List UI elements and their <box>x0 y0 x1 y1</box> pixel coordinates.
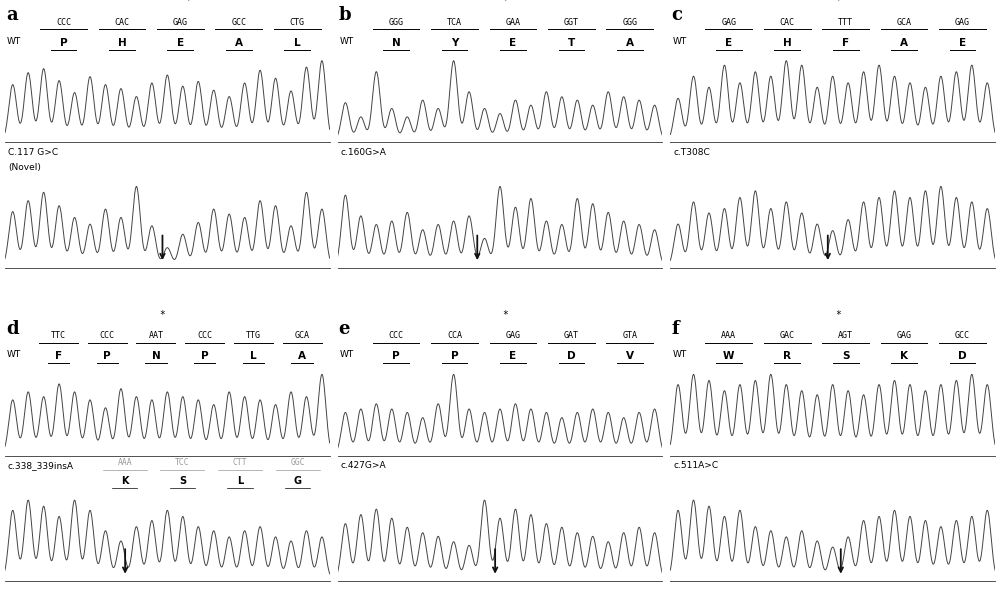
Text: WT: WT <box>340 351 354 360</box>
Text: CCC: CCC <box>100 331 115 341</box>
Text: P: P <box>103 351 111 361</box>
Text: (Novel): (Novel) <box>8 163 41 172</box>
Text: GCA: GCA <box>897 18 912 27</box>
Text: T: T <box>568 38 575 47</box>
Text: CCA: CCA <box>447 331 462 341</box>
Text: CTT: CTT <box>233 458 247 467</box>
Text: S: S <box>179 476 186 486</box>
Text: GTA: GTA <box>622 331 637 341</box>
Text: TCA: TCA <box>447 18 462 27</box>
Text: WT: WT <box>7 351 21 360</box>
Text: b: b <box>339 6 351 24</box>
Text: WT: WT <box>672 351 687 360</box>
Text: c.427G>A: c.427G>A <box>341 461 386 470</box>
Text: GAG: GAG <box>721 18 736 27</box>
Text: H: H <box>118 38 126 47</box>
Text: P: P <box>60 38 67 47</box>
Text: *: * <box>835 310 841 320</box>
Text: GGG: GGG <box>622 18 637 27</box>
Text: E: E <box>177 38 184 47</box>
Text: *: * <box>160 310 165 320</box>
Text: GAG: GAG <box>173 18 188 27</box>
Text: c.338_339insA: c.338_339insA <box>8 461 74 470</box>
Text: c.T308C: c.T308C <box>673 148 710 157</box>
Text: GAA: GAA <box>505 18 520 27</box>
Text: E: E <box>509 38 517 47</box>
Text: A: A <box>626 38 634 47</box>
Text: C.117 G>C: C.117 G>C <box>8 148 58 157</box>
Text: H: H <box>783 38 792 47</box>
Text: a: a <box>6 6 18 24</box>
Text: d: d <box>6 320 19 338</box>
Text: A: A <box>235 38 243 47</box>
Text: CAC: CAC <box>780 18 795 27</box>
Text: P: P <box>392 351 400 361</box>
Text: A: A <box>298 351 306 361</box>
Text: CAC: CAC <box>114 18 129 27</box>
Text: CTG: CTG <box>290 18 305 27</box>
Text: E: E <box>959 38 966 47</box>
Text: CCC: CCC <box>197 331 212 341</box>
Text: GAG: GAG <box>955 18 970 27</box>
Text: R: R <box>783 351 791 361</box>
Text: *: * <box>185 0 191 6</box>
Text: N: N <box>152 351 160 361</box>
Text: A: A <box>900 38 908 47</box>
Text: L: L <box>237 476 243 486</box>
Text: TTC: TTC <box>51 331 66 341</box>
Text: GGT: GGT <box>564 18 579 27</box>
Text: E: E <box>725 38 732 47</box>
Text: WT: WT <box>7 37 21 46</box>
Text: GAT: GAT <box>564 331 579 341</box>
Text: K: K <box>121 476 128 486</box>
Text: CCC: CCC <box>56 18 71 27</box>
Text: Y: Y <box>451 38 458 47</box>
Text: GAG: GAG <box>897 331 912 341</box>
Text: N: N <box>392 38 400 47</box>
Text: WT: WT <box>672 37 687 46</box>
Text: c.511A>C: c.511A>C <box>673 461 718 470</box>
Text: WT: WT <box>340 37 354 46</box>
Text: F: F <box>842 38 849 47</box>
Text: D: D <box>567 351 576 361</box>
Text: F: F <box>55 351 62 361</box>
Text: AGT: AGT <box>838 331 853 341</box>
Text: AAT: AAT <box>148 331 163 341</box>
Text: L: L <box>294 38 301 47</box>
Text: S: S <box>842 351 849 361</box>
Text: P: P <box>451 351 458 361</box>
Text: TTG: TTG <box>246 331 261 341</box>
Text: V: V <box>626 351 634 361</box>
Text: GGC: GGC <box>290 458 305 467</box>
Text: D: D <box>958 351 967 361</box>
Text: G: G <box>294 476 302 486</box>
Text: GCC: GCC <box>231 18 246 27</box>
Text: *: * <box>502 0 508 6</box>
Text: GAC: GAC <box>780 331 795 341</box>
Text: *: * <box>502 310 508 320</box>
Text: TCC: TCC <box>175 458 190 467</box>
Text: f: f <box>671 320 679 338</box>
Text: GGG: GGG <box>389 18 404 27</box>
Text: GAG: GAG <box>505 331 520 341</box>
Text: E: E <box>509 351 517 361</box>
Text: K: K <box>900 351 908 361</box>
Text: c.160G>A: c.160G>A <box>341 148 387 157</box>
Text: e: e <box>339 320 350 338</box>
Text: L: L <box>250 351 257 361</box>
Text: TTT: TTT <box>838 18 853 27</box>
Text: GCA: GCA <box>295 331 310 341</box>
Text: CCC: CCC <box>389 331 404 341</box>
Text: AAA: AAA <box>117 458 132 467</box>
Text: GCC: GCC <box>955 331 970 341</box>
Text: AAA: AAA <box>721 331 736 341</box>
Text: c: c <box>671 6 682 24</box>
Text: W: W <box>723 351 735 361</box>
Text: *: * <box>835 0 841 6</box>
Text: P: P <box>201 351 208 361</box>
